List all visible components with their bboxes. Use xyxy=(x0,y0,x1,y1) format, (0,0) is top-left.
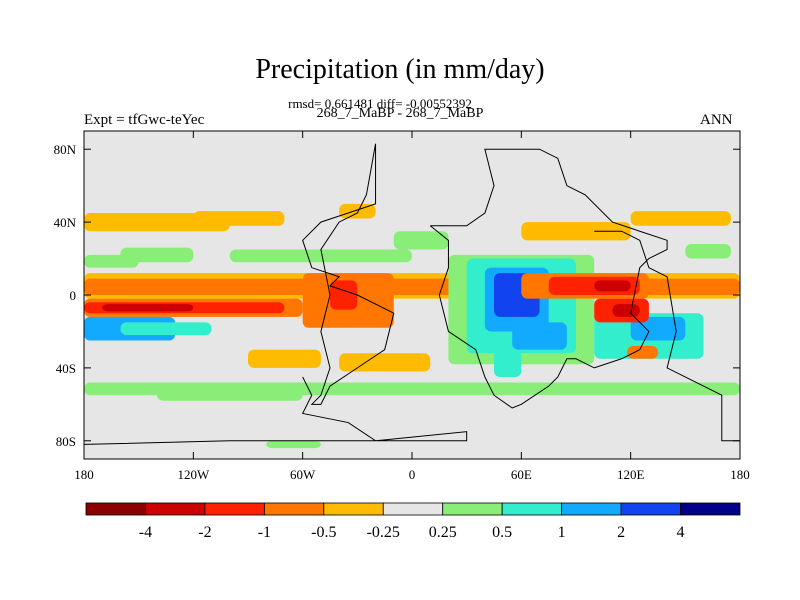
colorbar-label-7: 1 xyxy=(558,524,566,541)
contour-region-12 xyxy=(193,211,285,226)
contour-region-38 xyxy=(393,231,449,250)
colorbar-label-1: -2 xyxy=(198,524,211,541)
colorbar-swatch-7 xyxy=(501,502,563,516)
contour-region-4 xyxy=(102,304,194,312)
colorbar-label-5: 0.25 xyxy=(429,524,457,541)
colorbar: -4 -2 -1 -0.5 -0.25 0.25 0.5 1 2 4 xyxy=(85,502,741,541)
colorbar-swatch-10 xyxy=(680,502,741,516)
contour-region-21 xyxy=(266,440,321,449)
colorbar-swatch-8 xyxy=(561,502,622,516)
colorbar-label-6: 0.5 xyxy=(492,524,512,541)
contour-region-10 xyxy=(339,353,431,372)
colorbar-swatch-9 xyxy=(620,502,681,516)
y-tick-label-2: 0 xyxy=(70,288,77,303)
y-tick-label-0: 80N xyxy=(54,142,77,157)
contour-region-35 xyxy=(612,304,640,317)
colorbar-swatch-1 xyxy=(145,502,206,516)
contour-region-8 xyxy=(330,280,358,310)
contour-region-13 xyxy=(120,247,194,263)
x-tick-label-6: 180 xyxy=(730,467,750,482)
contour-region-30 xyxy=(630,316,686,341)
colorbar-label-4: -0.25 xyxy=(367,524,400,541)
x-tick-label-5: 120E xyxy=(617,467,645,482)
colorbar-swatch-2 xyxy=(204,502,265,516)
colorbar-swatch-5 xyxy=(382,502,444,516)
coastline-east-continent xyxy=(594,230,740,442)
colorbar-label-8: 2 xyxy=(617,524,625,541)
experiment-label: Expt = tfGwc-teYec xyxy=(84,112,205,128)
contour-region-6 xyxy=(120,322,212,336)
season-label: ANN xyxy=(700,112,733,128)
chart-title: Precipitation (in mm/day) xyxy=(255,54,545,85)
contour-region-14 xyxy=(84,254,139,268)
colorbar-swatch-6 xyxy=(442,502,503,516)
x-tick-label-0: 180 xyxy=(74,467,94,482)
colorbar-swatch-3 xyxy=(263,502,325,516)
coastline-north-america xyxy=(302,143,395,405)
colorbar-label-9: 4 xyxy=(677,524,685,541)
coastline-south-landmass xyxy=(84,376,468,445)
contour-fills xyxy=(84,203,740,449)
coastlines xyxy=(84,143,740,445)
colorbar-label-3: -0.5 xyxy=(311,524,336,541)
colorbar-swatch-0 xyxy=(85,502,146,516)
contour-region-36 xyxy=(627,346,658,359)
y-tick-label-1: 40N xyxy=(54,215,77,230)
coastline-central-continent xyxy=(429,148,668,409)
contour-region-37 xyxy=(229,249,412,263)
x-tick-label-3: 0 xyxy=(409,467,416,482)
colorbar-label-2: -1 xyxy=(258,524,271,541)
contour-region-27 xyxy=(512,322,567,350)
contour-region-28 xyxy=(494,349,522,377)
x-tick-label-4: 60E xyxy=(511,467,532,482)
chart-stats: rmsd= 0.661481 diff= -0.00552392 xyxy=(288,96,472,111)
y-tick-label-3: 40S xyxy=(56,361,76,376)
contour-region-20 xyxy=(156,386,303,401)
contour-region-16 xyxy=(521,222,631,241)
y-axis: 80N 40N 0 40S 80S xyxy=(54,142,740,449)
contour-region-9 xyxy=(248,349,321,368)
contour-region-17 xyxy=(630,211,731,226)
x-tick-label-1: 120W xyxy=(177,467,210,482)
x-axis: 180 120W 60W 0 60E 120E 180 xyxy=(74,131,750,482)
x-tick-label-2: 60W xyxy=(290,467,316,482)
y-tick-label-4: 80S xyxy=(56,434,76,449)
chart-subtitle: 268_7_MaBP - 268_7_MaBP xyxy=(316,106,484,121)
contour-region-18 xyxy=(685,243,731,259)
contour-region-33 xyxy=(594,280,631,292)
contour-region-15 xyxy=(339,203,376,219)
colorbar-label-0: -4 xyxy=(139,524,152,541)
colorbar-swatch-4 xyxy=(323,502,384,516)
